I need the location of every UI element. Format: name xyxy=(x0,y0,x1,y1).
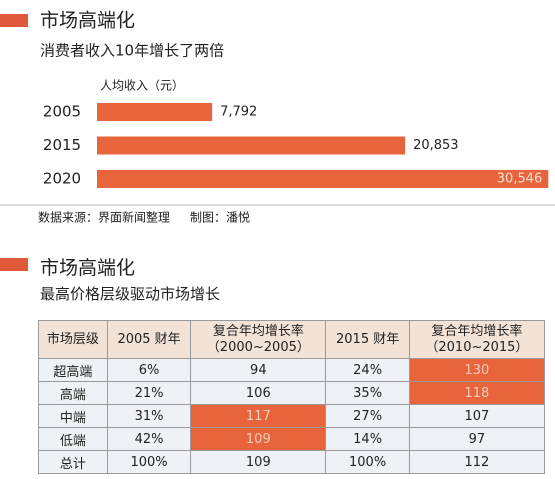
category-label: 2015 xyxy=(43,136,81,154)
cell: 31% xyxy=(106,404,192,428)
cell: 117 xyxy=(190,404,327,428)
cell: 超高端 xyxy=(38,358,108,382)
chart: 市场高端化 消费者收入10年增长了两倍 人均收入（元） 数据来源：界面新闻整理 … xyxy=(0,10,555,225)
cell: 14% xyxy=(325,427,410,451)
cell: 97 xyxy=(408,427,546,451)
header-cell: 复合年均增长率 （2010~2015） xyxy=(408,320,546,359)
row: 低端 42% 109 14% 97 xyxy=(38,427,546,451)
cell: 107 xyxy=(408,404,546,428)
marker xyxy=(0,258,28,271)
section-title: 市场高端化 xyxy=(40,257,136,279)
value-label: 30,546 xyxy=(497,172,543,187)
axis-label: 人均收入（元） xyxy=(100,79,184,93)
header-cell: 2005 财年 xyxy=(106,320,192,359)
cell: 27% xyxy=(325,404,410,428)
bar xyxy=(97,103,213,121)
cell: 6% xyxy=(106,358,192,382)
cell: 100% xyxy=(325,450,410,474)
cell: 118 xyxy=(408,381,546,405)
category-label: 2005 xyxy=(43,103,81,121)
section-subtitle: 最高价格层级驱动市场增长 xyxy=(40,285,221,303)
credit: 制图：潘悦 xyxy=(190,211,250,225)
bar xyxy=(97,136,406,155)
bar xyxy=(97,170,549,188)
cell: 100% xyxy=(106,450,192,474)
marker xyxy=(0,14,28,27)
cell: 24% xyxy=(325,358,410,382)
cell: 中端 xyxy=(38,404,108,428)
value-label: 7,792 xyxy=(220,105,257,120)
cell: 109 xyxy=(190,450,327,474)
header-cell: 市场层级 xyxy=(38,320,108,359)
cell: 35% xyxy=(325,381,410,405)
value-label: 20,853 xyxy=(413,138,459,153)
table: 市场层级 2005 财年 复合年均增长率 （2000~2005） 2015 财年 复合年… xyxy=(38,320,546,474)
cell: 109 xyxy=(190,427,327,451)
chart-title: 市场高端化 xyxy=(40,10,135,32)
cell: 高端 xyxy=(38,381,108,405)
row: 中端 31% 117 27% 107 xyxy=(38,404,546,428)
cell: 总计 xyxy=(38,450,108,474)
chart-subtitle: 消费者收入10年增长了两倍 xyxy=(40,42,224,60)
cell: 21% xyxy=(106,381,192,405)
cell: 42% xyxy=(106,427,192,451)
row: 高端 21% 106 35% 118 xyxy=(38,381,546,405)
cell: 130 xyxy=(408,358,546,382)
header-cell: 2015 财年 xyxy=(325,320,410,359)
header-cell: 复合年均增长率 （2000~2005） xyxy=(190,320,327,359)
cell: 112 xyxy=(408,450,546,474)
source: 数据来源：界面新闻整理 xyxy=(38,210,170,225)
cell: 106 xyxy=(190,381,327,405)
cell: 低端 xyxy=(38,427,108,451)
category-label: 2020 xyxy=(43,170,81,188)
row: 总计 100% 109 100% 112 xyxy=(38,450,546,474)
cell: 94 xyxy=(190,358,327,382)
row: 超高端 6% 94 24% 130 xyxy=(38,358,546,382)
